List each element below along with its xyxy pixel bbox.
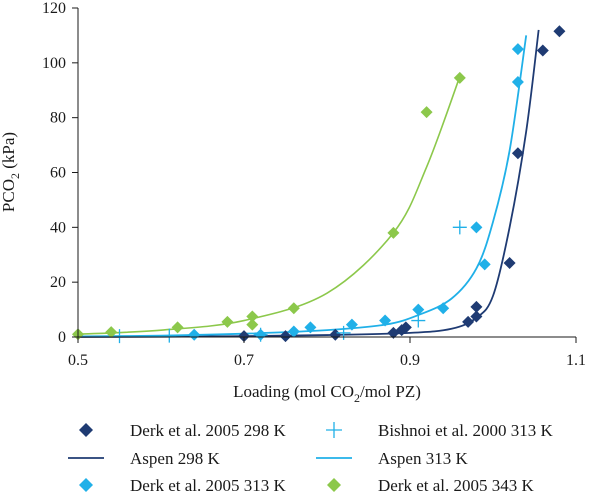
- y-tick-label: 20: [50, 274, 66, 291]
- ticks: 0 20 40 60 80 100 120 0.5 0.7 0.9 1.1: [42, 0, 586, 369]
- x-axis-label-tail: /mol PZ): [360, 382, 421, 401]
- x-axis-label-sub: 2: [354, 391, 360, 405]
- derk-et-al-2005-298-k-point: [462, 315, 475, 328]
- axes: [77, 8, 576, 338]
- legend: Derk et al. 2005 298 K Bishnoi et al. 200…: [68, 421, 553, 495]
- y-tick-label: 60: [50, 165, 66, 182]
- derk-et-al-2005-313-k-point: [254, 328, 267, 341]
- aspen-298-k-line: [77, 29, 540, 338]
- legend-swatch-plus: [326, 422, 342, 438]
- derk-et-al-2005-313-k-point: [478, 258, 491, 271]
- x-tick-label: 0.7: [234, 352, 254, 369]
- derk-et-al-2005-313-k-point: [304, 321, 317, 334]
- legend-label: Derk et al. 2005 313 K: [130, 476, 287, 495]
- bishnoi-et-al-2000-313-k-point: [162, 328, 177, 343]
- derk-et-al-2005-298-k-point: [470, 310, 483, 323]
- legend-label: Aspen 313 K: [378, 449, 468, 468]
- derk-et-al-2005-298-k-point: [238, 330, 250, 343]
- y-tick-label: 80: [50, 110, 66, 127]
- derk-et-al-2005-313-k-point: [511, 43, 524, 56]
- derk-et-al-2005-313-k-point: [470, 221, 483, 234]
- derk-et-al-2005-343-k-point: [105, 326, 118, 339]
- legend-swatch-diamond: [327, 478, 341, 492]
- derk-et-al-2005-313-k-point: [345, 318, 358, 331]
- legend-swatch-diamond: [79, 478, 93, 492]
- derk-et-al-2005-298-k-point: [553, 25, 566, 38]
- y-tick-label: 0: [58, 329, 66, 346]
- derk-et-al-2005-343-k-point: [420, 106, 433, 119]
- derk-et-al-2005-298-k-point: [503, 256, 516, 269]
- derk-et-al-2005-313-k-point: [437, 302, 450, 315]
- derk-et-al-2005-298-k-point: [399, 321, 412, 334]
- y-axis-label: PCO2 (kPa): [0, 132, 22, 212]
- legend-label: Derk et al. 2005 343 K: [378, 476, 535, 495]
- x-tick-label: 1.1: [566, 352, 586, 369]
- x-tick-label: 0.5: [68, 352, 88, 369]
- derk-et-al-2005-313-k-point: [287, 325, 300, 338]
- derk-et-al-2005-313-k-point: [379, 314, 392, 327]
- derk-et-al-2005-343-k-point: [171, 321, 184, 334]
- derk-et-al-2005-343-k-point: [453, 71, 466, 84]
- y-axis-label-tail: (kPa): [0, 132, 18, 173]
- bishnoi-et-al-2000-313-k-point: [112, 329, 127, 344]
- derk-et-al-2005-298-k-point: [329, 328, 342, 341]
- legend-label: Bishnoi et al. 2000 313 K: [378, 421, 553, 440]
- x-tick-label: 0.9: [400, 352, 420, 369]
- x-axis-label-main: Loading (mol CO: [233, 382, 354, 401]
- y-axis-label-sub: 2: [8, 173, 22, 179]
- derk-et-al-2005-298-k-point: [536, 44, 549, 57]
- derk-et-al-2005-313-k-point: [188, 328, 201, 341]
- derk-et-al-2005-313-k-point: [412, 303, 425, 316]
- legend-label: Aspen 298 K: [130, 449, 220, 468]
- derk-et-al-2005-343-k-trend-line: [77, 76, 461, 336]
- derk-et-al-2005-298-k-point: [511, 147, 524, 160]
- bishnoi-et-al-2000-313-k-point: [411, 313, 426, 328]
- derk-et-al-2005-343-k-point: [246, 310, 259, 323]
- derk-et-al-2005-343-k-point: [287, 302, 300, 315]
- legend-label: Derk et al. 2005 298 K: [130, 421, 287, 440]
- y-tick-label: 120: [42, 0, 66, 17]
- derk-et-al-2005-343-k-point: [246, 318, 259, 331]
- bishnoi-et-al-2000-313-k-point: [336, 325, 351, 340]
- derk-et-al-2005-343-k-point: [221, 315, 234, 328]
- bishnoi-et-al-2000-313-k-point: [452, 220, 467, 235]
- y-axis-label-main: PCO: [0, 179, 18, 212]
- legend-swatch-diamond: [79, 423, 93, 437]
- derk-et-al-2005-313-k-point: [511, 76, 524, 89]
- derk-et-al-2005-298-k-point: [470, 300, 483, 313]
- x-axis-label: Loading (mol CO2/mol PZ): [233, 382, 421, 405]
- y-tick-label: 40: [50, 219, 66, 236]
- derk-et-al-2005-298-k-point: [279, 330, 292, 343]
- plot-area: [72, 25, 566, 344]
- derk-et-al-2005-343-k-point: [387, 226, 400, 239]
- y-tick-label: 100: [42, 55, 66, 72]
